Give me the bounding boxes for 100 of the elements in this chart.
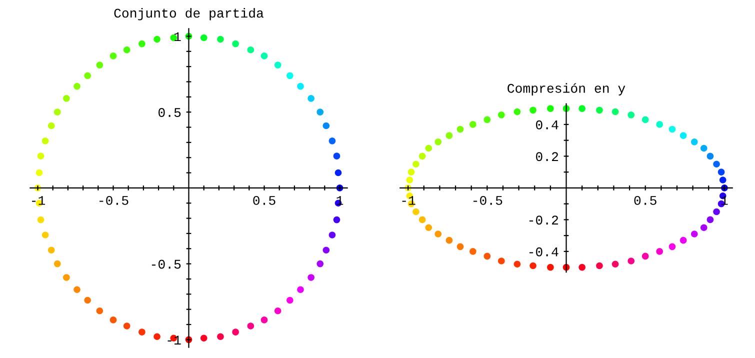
point [308, 274, 314, 281]
point [408, 168, 415, 176]
point [48, 122, 55, 130]
point [578, 264, 586, 271]
point [530, 106, 536, 114]
point [498, 112, 505, 118]
point [274, 307, 282, 314]
x-tick-label: 0.5 [253, 196, 276, 205]
point [706, 216, 714, 224]
point [334, 169, 342, 176]
point [700, 144, 708, 152]
point [470, 121, 476, 128]
x-tick-label: -0.5 [100, 196, 128, 205]
point [84, 72, 91, 80]
x-tick-label: -1 [402, 196, 416, 205]
point [484, 252, 491, 260]
y-tick-label: -0.2 [529, 216, 558, 225]
point [42, 232, 49, 238]
point [247, 46, 254, 54]
point [217, 333, 224, 340]
point [412, 208, 420, 216]
point [96, 62, 104, 68]
point [484, 116, 491, 124]
point [718, 168, 725, 176]
point [456, 126, 464, 133]
point [247, 322, 254, 330]
point [333, 152, 340, 160]
point [37, 216, 44, 224]
point [154, 36, 160, 43]
point [425, 144, 432, 152]
point [656, 121, 663, 128]
point [123, 46, 130, 54]
point [596, 106, 603, 114]
point [328, 232, 336, 238]
point [668, 243, 676, 250]
point [628, 258, 635, 264]
point [322, 246, 330, 254]
point [74, 82, 80, 90]
point [547, 264, 554, 271]
point [110, 52, 117, 60]
point [123, 322, 130, 330]
point [297, 82, 304, 90]
point [48, 246, 55, 254]
point [642, 116, 649, 124]
chart-title: Compresión en y [508, 83, 626, 96]
point [418, 216, 426, 224]
point [547, 105, 554, 112]
point [42, 138, 49, 144]
y-tick-label: 0.5 [158, 108, 181, 117]
point [54, 108, 61, 116]
point [297, 286, 304, 294]
point [690, 230, 698, 238]
point [96, 307, 104, 314]
point [578, 105, 586, 112]
point [63, 95, 70, 102]
point [470, 248, 476, 255]
point [612, 108, 619, 116]
x-tick-label: 1 [721, 196, 728, 205]
point [217, 36, 224, 43]
point [74, 286, 80, 294]
point [713, 160, 720, 168]
point [412, 160, 420, 168]
y-tick-label: 0.2 [536, 152, 558, 162]
chart-title: Conjunto de partida [114, 8, 264, 20]
point [706, 152, 714, 160]
point [232, 40, 239, 48]
x-tick-label: 0.5 [634, 196, 656, 205]
point [154, 333, 160, 340]
y-tick-label: 0.4 [536, 120, 558, 130]
point [514, 260, 521, 268]
point [232, 328, 239, 336]
point [719, 176, 726, 184]
y-tick-label: -1 [168, 336, 181, 344]
point [286, 72, 294, 80]
point [63, 274, 70, 281]
point [668, 126, 676, 133]
y-tick-label: -0.4 [529, 247, 558, 256]
point [434, 230, 442, 238]
point [418, 152, 426, 160]
point [333, 216, 340, 224]
point [456, 243, 464, 250]
point [37, 152, 44, 160]
point [54, 260, 61, 268]
point [200, 34, 208, 42]
point [514, 108, 521, 116]
point [713, 208, 720, 216]
point [446, 236, 453, 244]
point [434, 138, 442, 146]
point [446, 132, 453, 139]
point [316, 260, 324, 268]
point [286, 296, 294, 304]
point [138, 328, 146, 336]
point [36, 169, 43, 176]
point [308, 95, 314, 102]
point [628, 112, 635, 118]
point [138, 40, 146, 48]
point [84, 296, 91, 304]
point [530, 262, 536, 270]
point [322, 122, 330, 130]
point [690, 138, 698, 146]
